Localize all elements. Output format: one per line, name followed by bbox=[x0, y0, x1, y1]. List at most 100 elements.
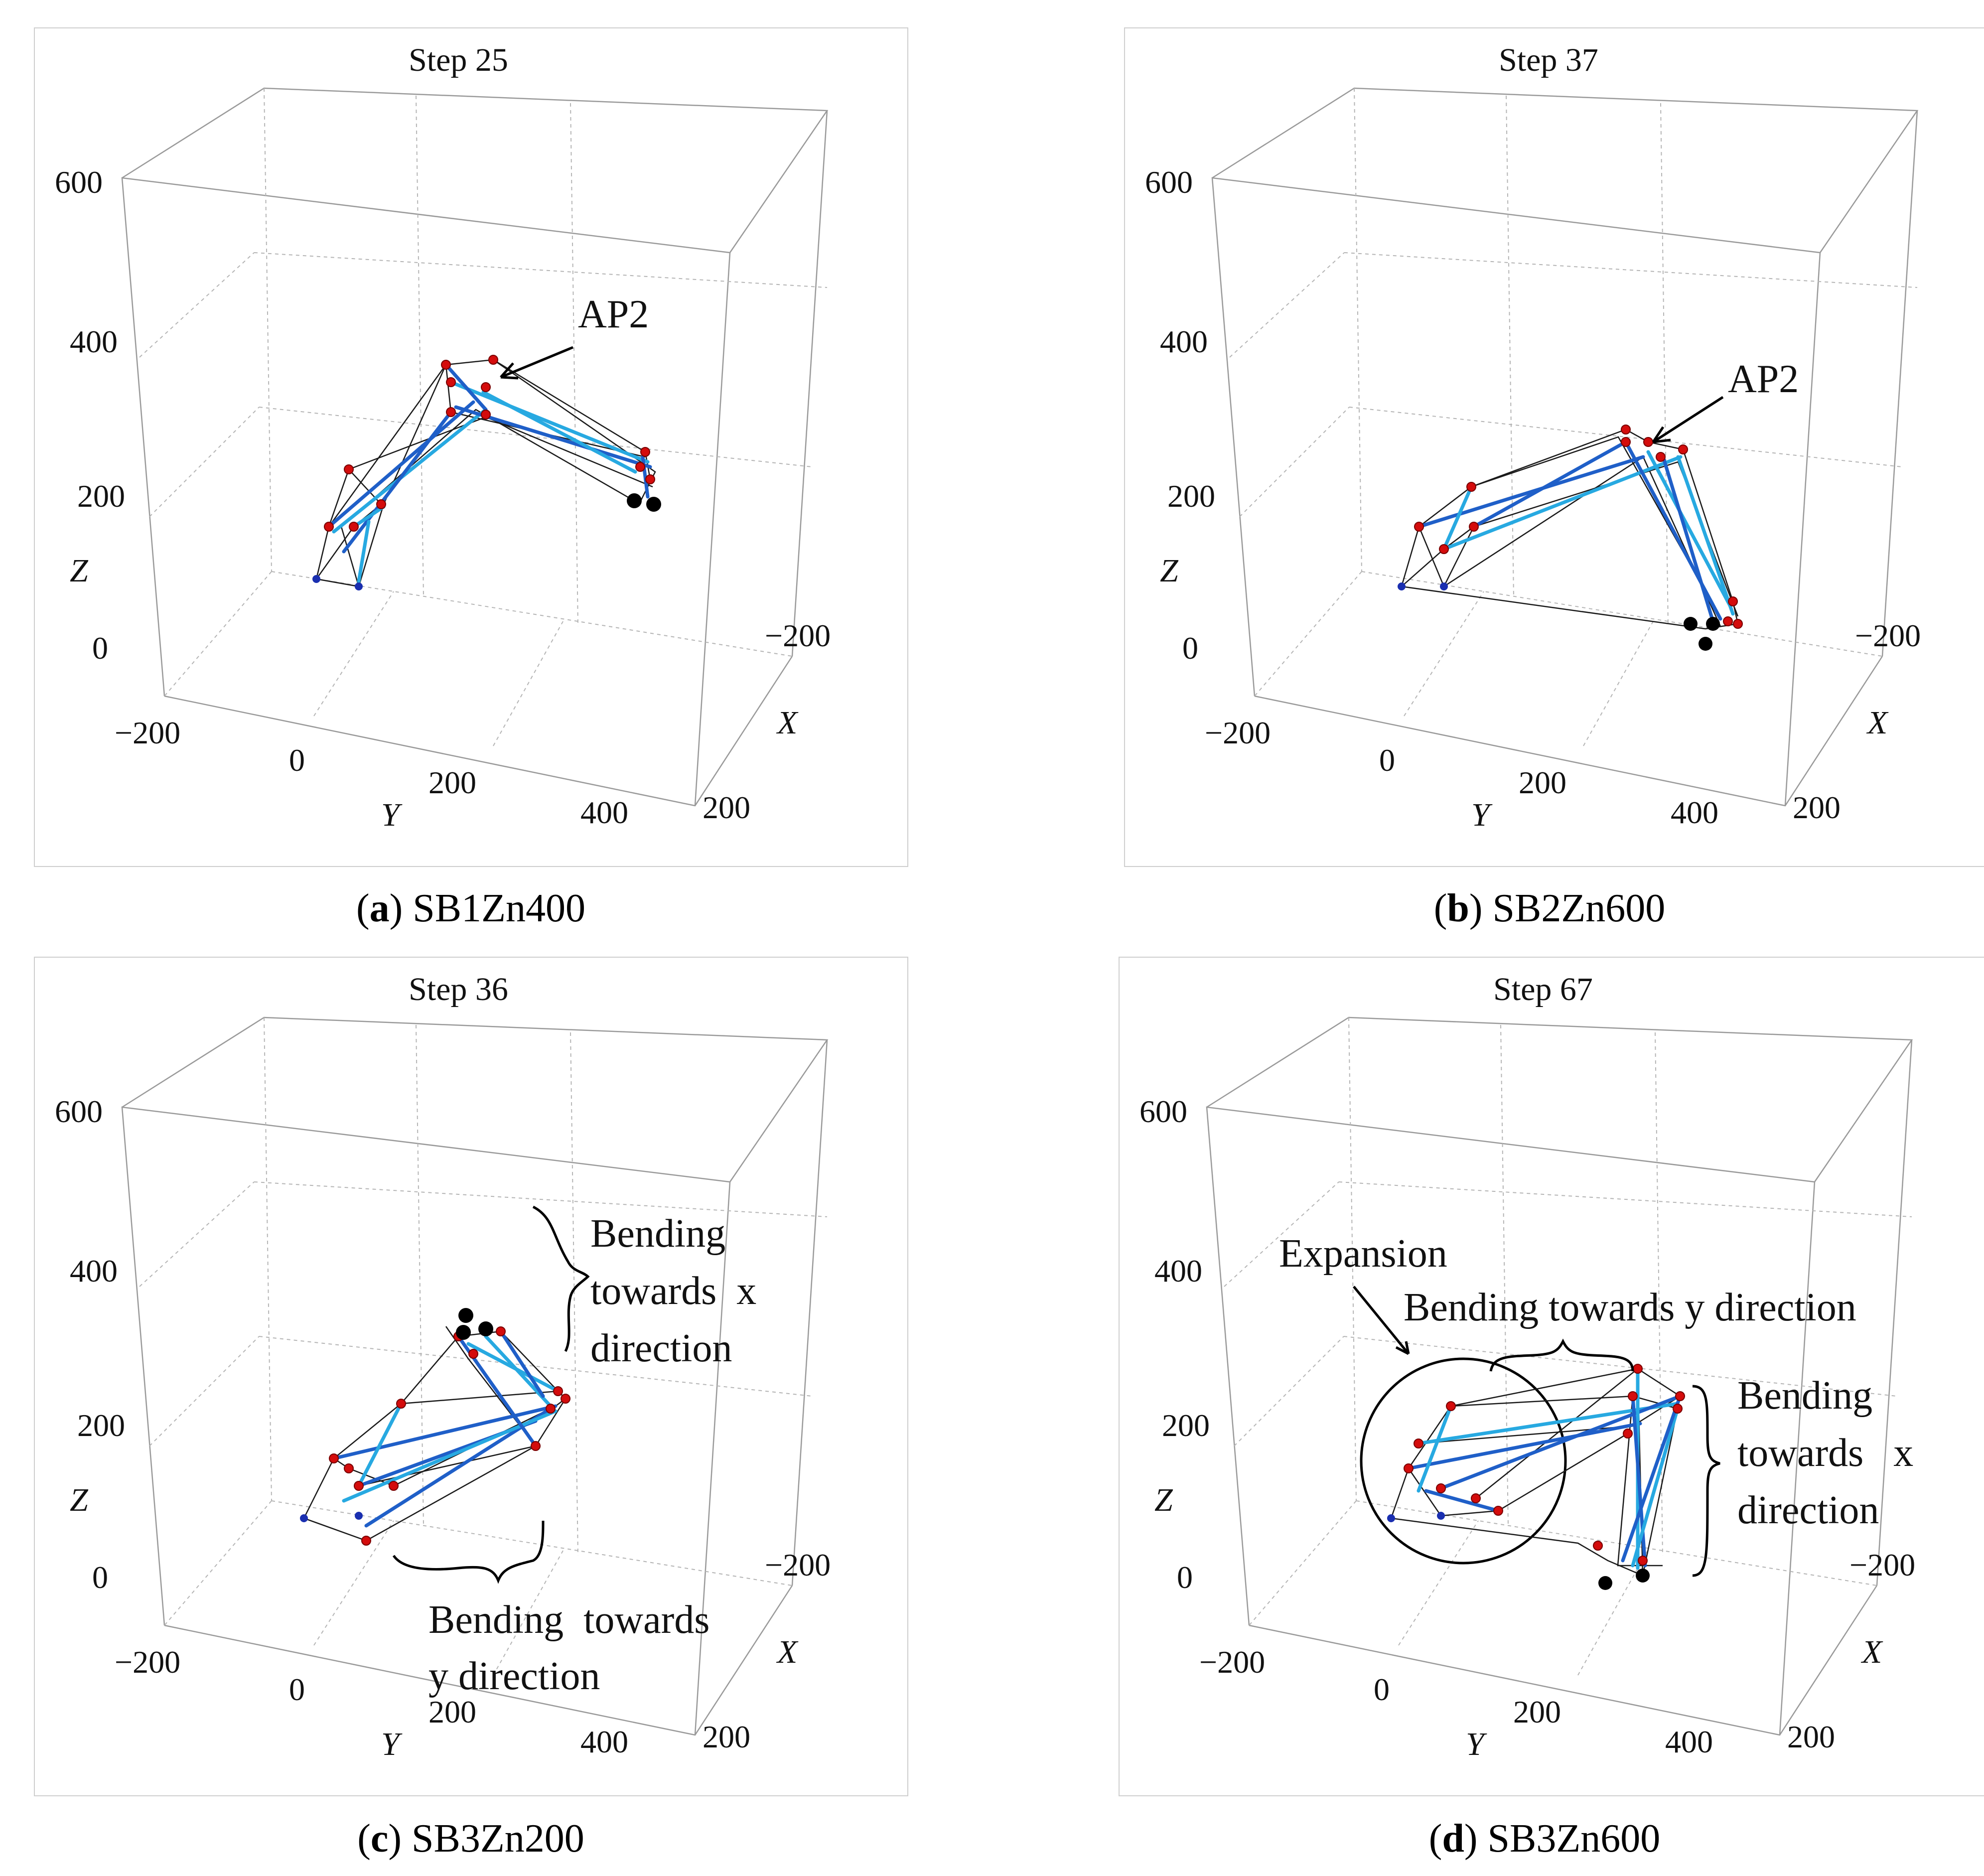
bending-y-line1: Bending towards bbox=[428, 1598, 709, 1642]
x-tick-200: 200 bbox=[703, 1719, 750, 1754]
y-tick-400: 400 bbox=[1665, 1724, 1713, 1759]
y-tick-m200: −200 bbox=[1205, 715, 1271, 750]
bending-x-line3: direction bbox=[1737, 1488, 1879, 1532]
y-tick-m200: −200 bbox=[1199, 1644, 1265, 1680]
ap2-label: AP2 bbox=[578, 292, 649, 336]
y-tick-200: 200 bbox=[428, 1694, 476, 1730]
x-tick-m200: −200 bbox=[1855, 618, 1921, 653]
panel-a: Step 25 600 400 200 0 Z −200 0 200 400 Y… bbox=[34, 27, 908, 867]
z-tick-400: 400 bbox=[70, 324, 118, 359]
caption-name: SB2Zn600 bbox=[1492, 886, 1666, 930]
x-tick-200: 200 bbox=[1793, 790, 1841, 825]
panel-title: Step 36 bbox=[409, 971, 508, 1008]
y-axis-label: Y bbox=[381, 1726, 403, 1762]
y-tick-m200: −200 bbox=[115, 715, 180, 750]
z-tick-200: 200 bbox=[77, 478, 125, 514]
expansion-label: Expansion bbox=[1279, 1232, 1447, 1276]
z-tick-200: 200 bbox=[77, 1408, 125, 1443]
bending-x-line2: towards x bbox=[1737, 1431, 1913, 1475]
tensegrity-structure bbox=[312, 355, 661, 590]
tensegrity-structure bbox=[1398, 425, 1743, 651]
panel-b: Step 37 600 400 200 0 Z −200 0 200 400 Y… bbox=[1124, 27, 1984, 867]
x-tick-200: 200 bbox=[703, 790, 750, 825]
caption-a: (a) SB1Zn400 bbox=[356, 886, 585, 930]
brace-x bbox=[532, 1205, 590, 1352]
bending-x-line2: towards x bbox=[590, 1269, 756, 1313]
x-tick-200: 200 bbox=[1787, 1719, 1835, 1754]
z-tick-200: 200 bbox=[1167, 478, 1215, 514]
bending-x-line3: direction bbox=[590, 1326, 732, 1370]
y-tick-200: 200 bbox=[1519, 765, 1566, 800]
z-axis-label: Z bbox=[1154, 1482, 1173, 1518]
bounding-box bbox=[121, 87, 829, 807]
y-tick-0: 0 bbox=[289, 742, 305, 778]
y-tick-m200: −200 bbox=[115, 1644, 180, 1680]
panel-d: Step 67 600 400 200 0 Z −200 0 200 400 Y… bbox=[1119, 957, 1984, 1796]
ap2-arrow bbox=[500, 346, 573, 380]
x-axis-label: X bbox=[1866, 705, 1889, 741]
z-tick-0: 0 bbox=[92, 1560, 108, 1595]
caption-name: SB1Zn400 bbox=[413, 886, 585, 930]
bending-x-line1: Bending bbox=[1737, 1374, 1872, 1418]
bending-x-line1: Bending bbox=[590, 1212, 725, 1256]
brace-x bbox=[1692, 1385, 1720, 1577]
panel-title: Step 37 bbox=[1499, 42, 1598, 78]
panel-c: Step 36 600 400 200 0 Z −200 0 200 400 Y… bbox=[34, 957, 908, 1796]
y-tick-400: 400 bbox=[1671, 795, 1718, 830]
plot-a: Step 25 600 400 200 0 Z −200 0 200 400 Y… bbox=[55, 42, 831, 833]
z-axis-label: Z bbox=[70, 1482, 89, 1518]
z-axis-label: Z bbox=[1160, 553, 1179, 589]
y-axis-label: Y bbox=[381, 797, 403, 833]
caption-letter: d bbox=[1442, 1817, 1464, 1861]
bounding-box bbox=[1211, 87, 1919, 807]
y-tick-200: 200 bbox=[1513, 1694, 1561, 1730]
z-tick-200: 200 bbox=[1162, 1408, 1210, 1443]
y-tick-0: 0 bbox=[289, 1672, 305, 1707]
caption-letter: a bbox=[369, 886, 390, 930]
y-tick-0: 0 bbox=[1374, 1672, 1390, 1707]
z-tick-400: 400 bbox=[70, 1253, 118, 1289]
y-axis-label: Y bbox=[1466, 1726, 1487, 1762]
plot-d: Step 67 600 400 200 0 Z −200 0 200 400 Y… bbox=[1139, 971, 1915, 1762]
plot-b: Step 37 600 400 200 0 Z −200 0 200 400 Y… bbox=[1145, 42, 1921, 833]
panel-title: Step 25 bbox=[409, 42, 508, 78]
bounding-box bbox=[1206, 1016, 1913, 1736]
tensegrity-structure bbox=[300, 1308, 570, 1546]
brace-y bbox=[392, 1520, 545, 1584]
caption-b: (b) SB2Zn600 bbox=[1433, 886, 1666, 930]
x-axis-label: X bbox=[1860, 1634, 1883, 1670]
y-tick-400: 400 bbox=[580, 795, 628, 830]
caption-c: (c) SB3Zn200 bbox=[357, 1817, 584, 1861]
z-tick-0: 0 bbox=[92, 630, 108, 666]
x-axis-label: X bbox=[776, 1634, 799, 1670]
panel-title: Step 67 bbox=[1493, 971, 1593, 1008]
x-tick-m200: −200 bbox=[1849, 1547, 1915, 1583]
caption-name: SB3Zn600 bbox=[1487, 1817, 1661, 1861]
x-tick-m200: −200 bbox=[765, 1547, 831, 1583]
expansion-arrow bbox=[1353, 1286, 1410, 1355]
plot-c: Step 36 600 400 200 0 Z −200 0 200 400 Y… bbox=[55, 971, 831, 1762]
z-tick-600: 600 bbox=[1145, 164, 1193, 200]
z-tick-600: 600 bbox=[55, 164, 103, 200]
z-axis-label: Z bbox=[70, 553, 89, 589]
ap2-label: AP2 bbox=[1728, 357, 1799, 401]
brace-y bbox=[1489, 1338, 1634, 1372]
z-tick-400: 400 bbox=[1154, 1253, 1202, 1289]
tensegrity-structure bbox=[1360, 1357, 1685, 1590]
x-axis-label: X bbox=[776, 705, 799, 741]
bending-y-line2: y direction bbox=[428, 1654, 600, 1698]
z-tick-0: 0 bbox=[1182, 630, 1198, 666]
bending-y-label: Bending towards y direction bbox=[1404, 1286, 1856, 1329]
y-tick-0: 0 bbox=[1379, 742, 1395, 778]
caption-letter: b bbox=[1447, 886, 1469, 930]
z-tick-600: 600 bbox=[1139, 1094, 1187, 1129]
z-tick-400: 400 bbox=[1160, 324, 1208, 359]
caption-d: (d) SB3Zn600 bbox=[1428, 1817, 1661, 1861]
x-tick-m200: −200 bbox=[765, 618, 831, 653]
bounding-box bbox=[121, 1016, 829, 1736]
z-tick-600: 600 bbox=[55, 1094, 103, 1129]
z-tick-0: 0 bbox=[1177, 1560, 1193, 1595]
y-tick-400: 400 bbox=[580, 1724, 628, 1759]
ap2-arrow bbox=[1652, 396, 1724, 443]
y-axis-label: Y bbox=[1471, 797, 1493, 833]
